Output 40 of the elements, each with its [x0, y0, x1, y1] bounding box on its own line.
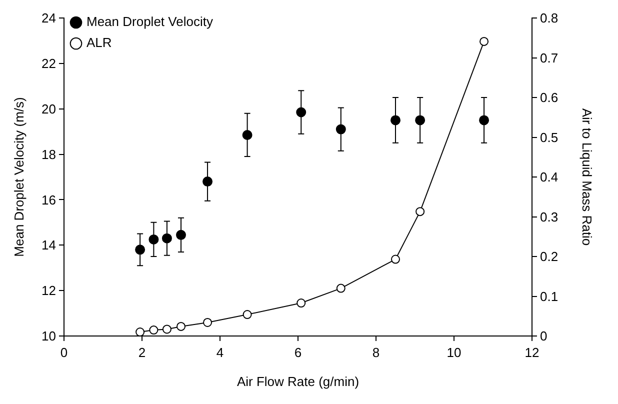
y-tick-label: 24 — [42, 10, 56, 26]
x-tick-label: 0 — [60, 345, 68, 360]
y-tick-label: 18 — [42, 146, 56, 162]
x-tick-label: 12 — [524, 345, 540, 360]
legend-label: ALR — [86, 35, 112, 50]
y-tick-label: 10 — [42, 328, 56, 344]
x-tick-label: 4 — [216, 345, 224, 360]
y2-tick-label: 0.2 — [540, 249, 558, 264]
point — [391, 254, 400, 264]
y-tick-label: 14 — [42, 238, 56, 253]
x-tick-label: 8 — [372, 345, 380, 360]
y2-tick-label: 0.5 — [540, 130, 558, 145]
point — [480, 36, 489, 46]
y-tick-label: 12 — [42, 283, 56, 298]
y-tick-label: 20 — [42, 101, 56, 116]
point — [203, 318, 212, 327]
x-axis-title: Air Flow Rate (g/min) — [236, 374, 360, 389]
legend-label: Mean Droplet Velocity — [86, 14, 214, 30]
y2-tick-label: 0.4 — [540, 170, 558, 185]
x-tick-label: 10 — [446, 345, 462, 360]
y-axis-title: Mean Droplet Velocity (m/s) — [11, 97, 26, 257]
point — [336, 284, 346, 293]
point — [296, 298, 306, 308]
point — [136, 328, 145, 336]
y2-tick-label: 0 — [540, 328, 548, 344]
point — [176, 322, 186, 331]
x-tick-label: 6 — [294, 345, 302, 360]
point — [149, 326, 158, 335]
x-tick-label: 2 — [138, 345, 146, 360]
y-tick-label: 22 — [42, 56, 56, 71]
y2-tick-label: 0.6 — [540, 90, 558, 106]
point — [242, 310, 252, 320]
point — [162, 324, 172, 334]
y2-axis-title: Air to Liquid Mass Ratio — [580, 108, 595, 246]
point — [416, 207, 425, 216]
y2-tick-label: 0.7 — [540, 50, 558, 66]
y-tick-label: 16 — [42, 192, 56, 208]
y2-tick-label: 0.1 — [540, 288, 558, 304]
y2-tick-label: 0.3 — [540, 209, 558, 224]
y2-tick-label: 0.8 — [540, 10, 558, 26]
